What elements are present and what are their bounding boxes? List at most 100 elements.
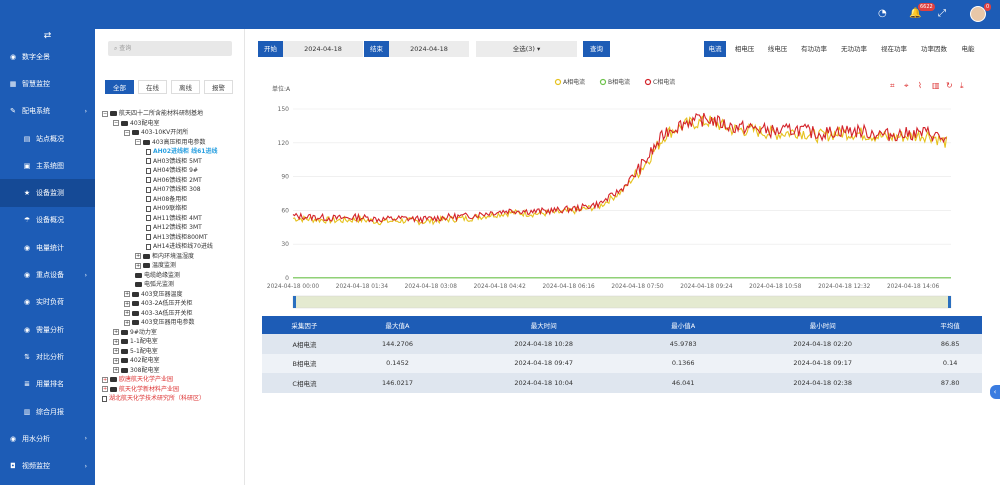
tree-node[interactable]: AH06馈线柜 2MT (102, 176, 242, 186)
legend-label[interactable]: C相电流 (653, 78, 675, 86)
bar-chart-icon[interactable]: ▥ (932, 81, 940, 90)
panel-collapse-icon[interactable]: ‹ (990, 385, 1000, 399)
tree-node[interactable]: − 航天四十二所含能材料研制基地 (102, 109, 242, 119)
sidebar-item-15[interactable]: ◘ 视频监控 › (0, 452, 95, 479)
zoom-slider[interactable] (292, 295, 952, 309)
tree-node[interactable]: AH07馈线柜 308 (102, 185, 242, 195)
sidebar-item-5[interactable]: ★ 设备监测 (0, 179, 95, 207)
tree-node[interactable]: +403变压器用电参数 (102, 318, 242, 328)
filter-button-1[interactable]: 在线 (138, 80, 167, 94)
tree-node[interactable]: − 403配电室 (102, 119, 242, 129)
folder-icon (132, 130, 139, 135)
file-icon (146, 158, 151, 164)
tree-node[interactable]: AH09联络柜 (102, 204, 242, 214)
table-row: A相电流 144.2706 2024-04-18 10:28 45.9783 2024-… (262, 334, 982, 354)
tree-node[interactable]: − 403高压柜用电参数 (102, 138, 242, 148)
legend-marker[interactable] (644, 78, 652, 86)
x-tick-label: 2024-04-18 07:50 (611, 284, 664, 290)
download-icon[interactable]: ⤓ (960, 81, 964, 90)
tab-7[interactable]: 电能 (961, 45, 975, 53)
legend-label[interactable]: B相电流 (608, 78, 630, 86)
tree-node[interactable]: +402配电室 (102, 356, 242, 366)
series-select[interactable]: 全选(3) ▾ (476, 41, 577, 57)
tree-node[interactable]: 湖北航天化学技术研究所（科研区） (102, 394, 242, 404)
start-date-input[interactable]: 2024-04-18 (283, 41, 363, 57)
sidebar-item-8[interactable]: ◉ 重点设备 › (0, 261, 95, 288)
folder-icon (143, 139, 150, 145)
end-date-input[interactable]: 2024-04-18 (389, 41, 469, 57)
tree-node[interactable]: +308配电室 (102, 366, 242, 376)
legend-marker[interactable] (554, 78, 562, 86)
legend-label[interactable]: A相电流 (563, 78, 585, 86)
tree-node[interactable]: +5-1配电室 (102, 347, 242, 357)
tree-node[interactable]: AH02进线柜 线61进线 (102, 147, 242, 157)
y-tick-label: 30 (281, 241, 289, 248)
tree-node[interactable]: AH04馈线柜 9# (102, 166, 242, 176)
tree-node[interactable]: − 403-10KV开闭所 (102, 128, 242, 138)
tab-4[interactable]: 无功功率 (841, 45, 867, 53)
tree-node[interactable]: AH03馈线柜 5MT (102, 157, 242, 167)
filter-button-2[interactable]: 离线 (171, 80, 200, 94)
sidebar-item-11[interactable]: ⇅ 对比分析 (0, 343, 95, 370)
expand-icon: + (124, 300, 130, 307)
sidebar-item-14[interactable]: ◉ 用水分析 › (0, 425, 95, 452)
tree-node[interactable]: AH12馈线柜 3MT (102, 223, 242, 233)
zoom-handle-right[interactable] (948, 296, 951, 308)
list-icon: ≣ (24, 380, 30, 389)
legend-marker[interactable] (599, 78, 607, 86)
tab-0[interactable]: 电流 (704, 41, 726, 57)
tab-5[interactable]: 视在功率 (881, 45, 907, 53)
file-icon (146, 196, 151, 202)
tree-node[interactable]: +403变压器温度 (102, 290, 242, 300)
avatar[interactable] (970, 6, 986, 22)
tree-node[interactable]: AH14进线柜线70进线 (102, 242, 242, 252)
tree-node[interactable]: + 温度监测 (102, 261, 242, 271)
tree-node[interactable]: +1-1配电室 (102, 337, 242, 347)
file-icon (146, 243, 151, 250)
sidebar-item-6[interactable]: ☂ 设备概况 (0, 207, 95, 234)
zoom-handle-left[interactable] (293, 296, 296, 308)
tree-node[interactable]: + 欧唐航天化学产业园 (102, 375, 242, 385)
area-icon[interactable]: ⌇ (918, 81, 922, 90)
sidebar-toggle-icon[interactable]: ⇄ (43, 31, 52, 41)
sidebar-item-10[interactable]: ◉ 需量分析 (0, 316, 95, 343)
sidebar-item-13[interactable]: ▥ 综合月报 (0, 398, 95, 425)
tree-node[interactable]: +9#动力室 (102, 328, 242, 338)
tab-1[interactable]: 相电压 (734, 45, 755, 53)
fullscreen-icon[interactable]: ⤢ (938, 8, 946, 19)
dashboard-icon[interactable]: ◔ (878, 8, 887, 19)
filter-button-0[interactable]: 全部 (105, 80, 134, 94)
sidebar-item-7[interactable]: ◉ 电量统计 (0, 234, 95, 261)
tree-node[interactable]: 电弧光监测 (102, 280, 242, 290)
bell-icon[interactable]: 🔔 (909, 8, 922, 19)
tab-6[interactable]: 功率因数 (921, 45, 947, 53)
sidebar-item-4[interactable]: ▣ 主系统图 (0, 152, 95, 179)
tree-node[interactable]: AH08备用柜 (102, 195, 242, 205)
filter-button-3[interactable]: 报警 (204, 80, 233, 94)
tree-search-input[interactable]: ⌕ 查询 (108, 41, 232, 56)
tree-node[interactable]: AH13馈线柜800MT (102, 233, 242, 243)
file-icon (146, 186, 151, 193)
tree-node[interactable]: +403-2A低压开关柜 (102, 299, 242, 309)
refresh-icon[interactable]: ↻ (946, 81, 953, 90)
tree-node[interactable]: +403-3A低压开关柜 (102, 309, 242, 319)
crop-reset-icon[interactable]: ⌖ (904, 81, 909, 90)
tree-node[interactable]: AH11馈线柜 4MT (102, 214, 242, 224)
query-button[interactable]: 查询 (583, 41, 610, 57)
sidebar-item-0[interactable]: ◉ 数字全景 (0, 43, 95, 70)
sidebar-item-1[interactable]: ▦ 智慧监控 (0, 70, 95, 97)
tab-3[interactable]: 有功功率 (801, 45, 827, 53)
tree-node[interactable]: + 航天化学新材料产业园 (102, 385, 242, 395)
sidebar-item-12[interactable]: ≣ 用量排名 (0, 371, 95, 398)
sidebar-item-label: 综合月报 (36, 407, 64, 416)
circle-icon: ◉ (23, 298, 31, 307)
crop-icon[interactable]: ⌗ (890, 81, 895, 90)
sidebar-item-2[interactable]: ✎ 配电系统 › (0, 98, 95, 125)
tree-node[interactable]: + 柜内环境温湿度 (102, 252, 242, 262)
sidebar-item-9[interactable]: ◉ 实时负荷 (0, 289, 95, 316)
tab-2[interactable]: 线电压 (767, 45, 788, 53)
sidebar-item-3[interactable]: ▤ 站点概况 (0, 125, 95, 152)
folder-icon (110, 377, 117, 382)
file-icon (102, 395, 107, 402)
tree-node[interactable]: 电缆绝缘监测 (102, 271, 242, 281)
